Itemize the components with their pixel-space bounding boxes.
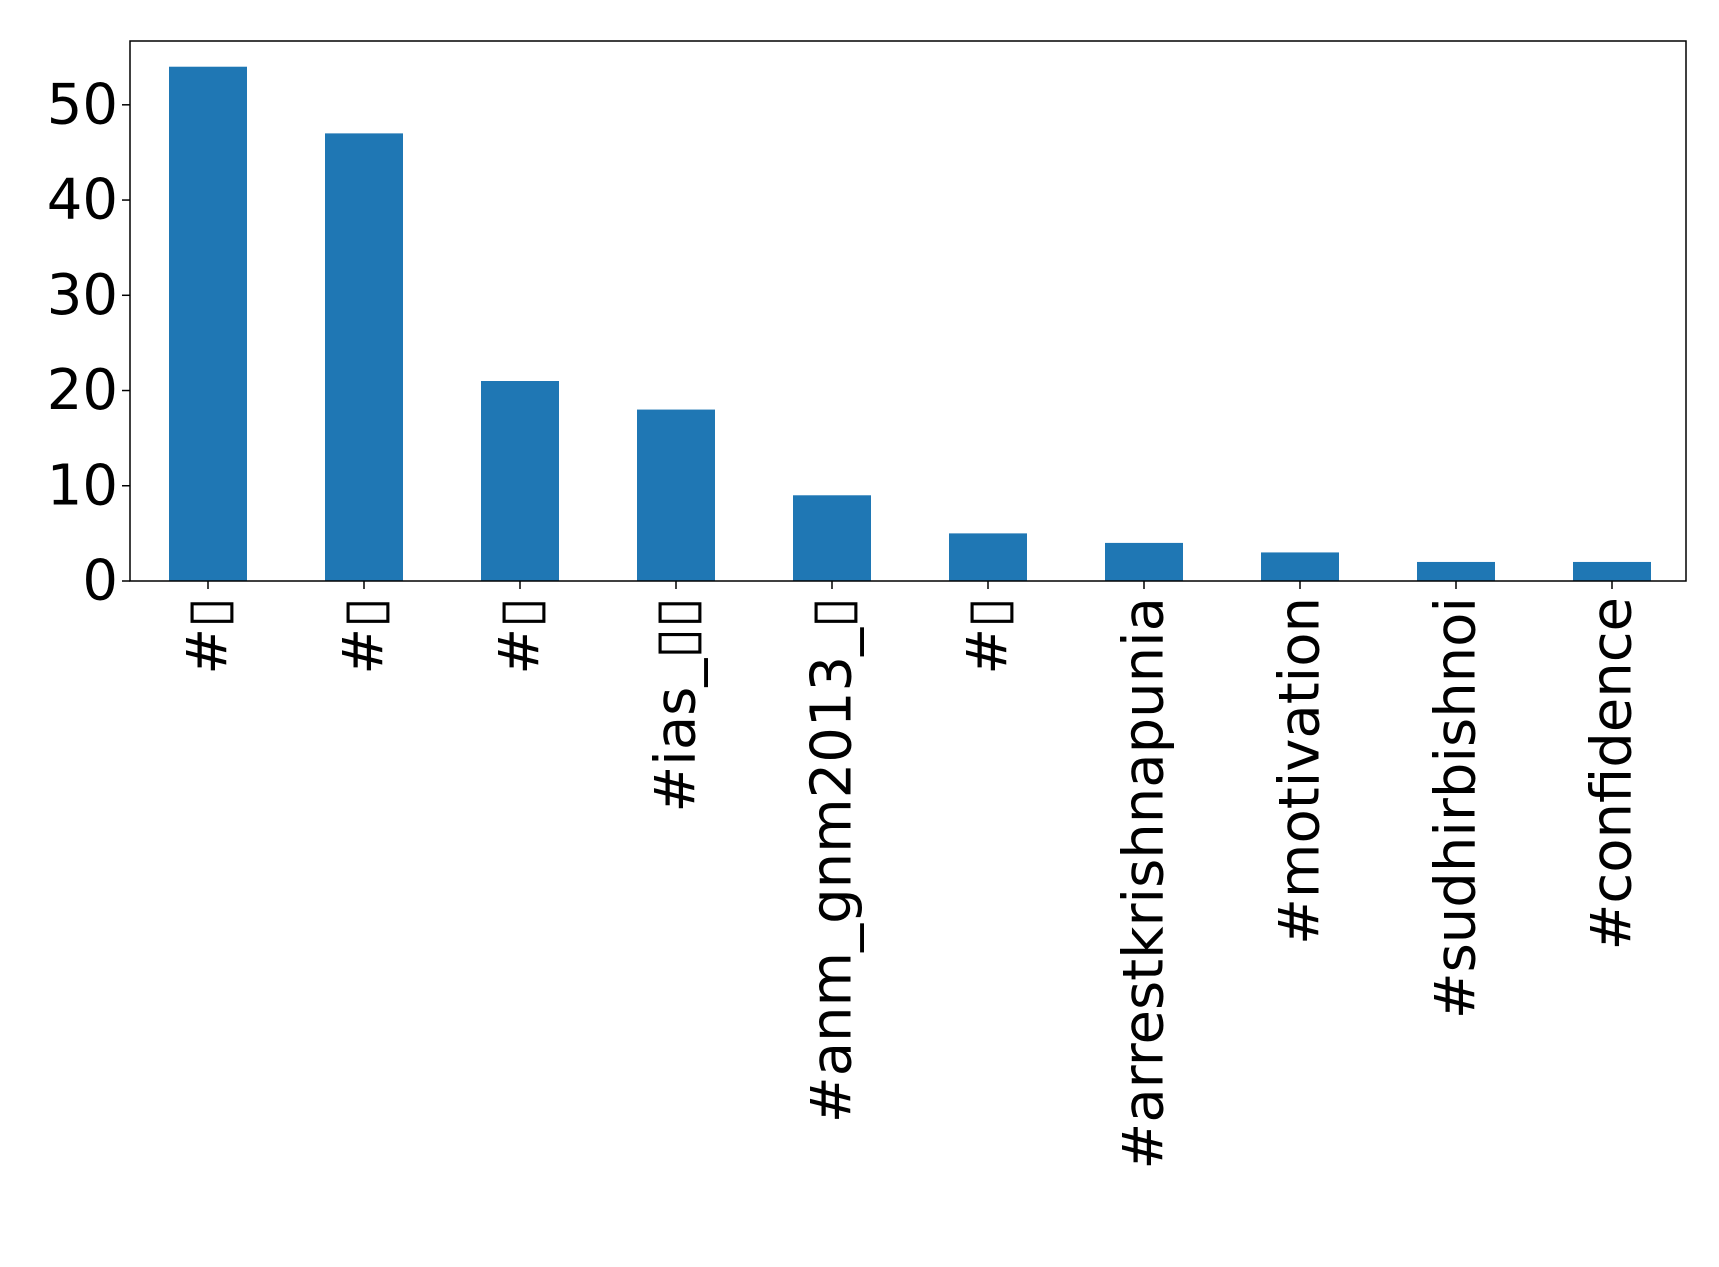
bar — [793, 495, 871, 581]
x-tick-label: #arrestkrishnapunia — [1112, 597, 1177, 1170]
y-tick-label: 40 — [47, 168, 118, 233]
x-tick-label: #ias_▯▯ — [644, 597, 709, 813]
y-tick-label: 0 — [82, 549, 118, 614]
x-tick-label: #▯ — [488, 597, 553, 675]
bar — [637, 409, 715, 581]
x-tick-label: #▯ — [956, 597, 1021, 675]
x-tick-label: #▯ — [176, 597, 241, 675]
bar — [949, 533, 1027, 581]
x-tick-label: #anm_gnm2013_▯ — [800, 597, 865, 1123]
y-tick-label: 10 — [47, 453, 118, 518]
y-axis: 0 10 20 30 40 50 — [47, 72, 130, 614]
bar — [1261, 552, 1339, 581]
y-tick-label: 20 — [47, 358, 118, 423]
bar — [169, 66, 247, 581]
x-tick-label: #▯ — [332, 597, 397, 675]
x-axis: #▯ #▯ #▯ #ias_▯▯ #anm_gnm2013_▯ #▯ #arrestkris… — [176, 581, 1645, 1170]
x-tick-label: #motivation — [1268, 597, 1333, 945]
bar — [1573, 561, 1651, 581]
x-tick-label: #confidence — [1580, 597, 1645, 950]
plot-frame — [129, 40, 1687, 582]
y-tick-label: 50 — [47, 72, 118, 137]
x-tick-label: #sudhirbishnoi — [1424, 597, 1489, 1019]
bar — [325, 133, 403, 581]
bars-group — [169, 66, 1651, 581]
bar — [1417, 561, 1495, 581]
bar — [1105, 542, 1183, 581]
y-tick-label: 30 — [47, 263, 118, 328]
bar — [481, 381, 559, 581]
